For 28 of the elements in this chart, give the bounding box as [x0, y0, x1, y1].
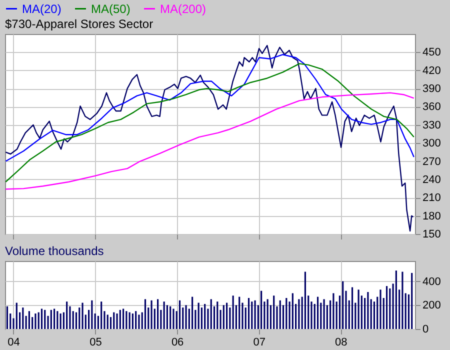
y-tick-label: 200 [422, 300, 441, 312]
legend-label: MA(200) [160, 2, 206, 16]
x-tick-label: 05 [90, 336, 102, 348]
y-tick-label: 210 [422, 192, 441, 204]
y-tick-label: 270 [422, 156, 441, 168]
chart-title: Volume thousands [5, 244, 104, 258]
y-tick-label: 330 [422, 119, 441, 132]
line-series [5, 54, 414, 162]
line-series [5, 44, 414, 232]
y-tick-label: 390 [422, 83, 441, 96]
x-tick-label: 07 [253, 336, 266, 348]
line-series [5, 63, 414, 182]
x-tick-label: 04 [8, 336, 20, 348]
y-tick-label: 150 [422, 228, 441, 240]
legend-label: MA(50) [91, 2, 130, 16]
chart-title: $730-Apparel Stores Sector [5, 17, 154, 31]
y-tick-label: 400 [422, 276, 441, 288]
line-series [5, 92, 414, 190]
x-tick-label: 06 [171, 336, 184, 348]
y-tick-label: 450 [422, 46, 441, 59]
y-tick-label: 360 [422, 101, 441, 114]
x-tick-label: 08 [334, 336, 348, 348]
y-tick-label: 300 [422, 138, 441, 150]
y-tick-label: 420 [422, 64, 441, 77]
y-tick-label: 180 [422, 210, 441, 222]
y-tick-label: 240 [422, 174, 441, 186]
legend-label: MA(20) [22, 2, 62, 16]
y-tick-label: 0 [422, 324, 429, 336]
